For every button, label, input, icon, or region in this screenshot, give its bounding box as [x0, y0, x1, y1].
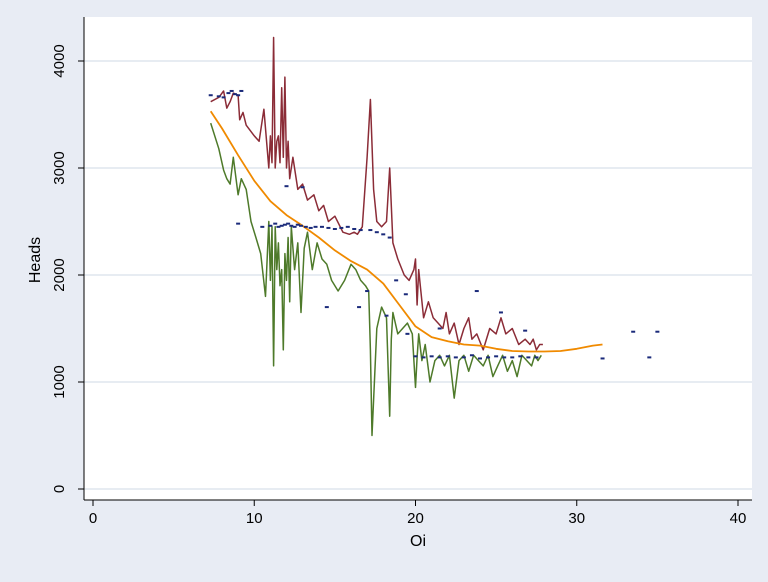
data-point	[308, 226, 313, 229]
data-point	[518, 355, 523, 358]
data-point	[352, 227, 357, 230]
data-point	[324, 306, 329, 309]
data-point	[221, 96, 226, 99]
data-point	[631, 330, 636, 333]
data-point	[268, 224, 273, 227]
data-point	[300, 186, 305, 189]
data-point	[365, 290, 370, 293]
data-point	[339, 226, 344, 229]
points-layer	[208, 89, 660, 360]
data-point	[469, 354, 474, 357]
data-point	[239, 89, 244, 92]
y-tick-label: 3000	[51, 151, 68, 184]
data-point	[236, 222, 241, 225]
series-layer	[209, 36, 603, 437]
data-point	[368, 229, 373, 232]
y-tick-label: 2000	[51, 258, 68, 291]
axes: 0 1000 2000 3000 4000 0 10 20 30 40	[51, 17, 752, 527]
data-point	[429, 355, 434, 358]
data-point	[413, 355, 418, 358]
series-line-fit	[209, 110, 603, 353]
data-point	[405, 332, 410, 335]
data-point	[345, 225, 350, 228]
y-axis-label: Heads	[27, 237, 44, 283]
data-point	[600, 357, 605, 360]
data-point	[260, 225, 265, 228]
data-point	[229, 89, 234, 92]
x-axis-label: Oi	[410, 533, 426, 550]
data-point	[286, 222, 291, 225]
data-point	[208, 94, 213, 97]
data-point	[232, 93, 237, 96]
x-tick-label: 20	[407, 510, 424, 527]
x-tick-label: 10	[246, 510, 263, 527]
data-point	[502, 356, 507, 359]
data-point	[655, 330, 660, 333]
x-tick-label: 0	[89, 510, 97, 527]
data-point	[534, 356, 539, 359]
data-point	[474, 290, 479, 293]
data-point	[326, 226, 331, 229]
data-point	[332, 227, 337, 230]
series-line-lower	[209, 122, 542, 437]
data-point	[226, 92, 231, 95]
data-point	[358, 229, 363, 232]
data-point	[319, 225, 324, 228]
series-line-upper	[210, 36, 543, 351]
data-point	[510, 356, 515, 359]
y-tick-label: 1000	[51, 365, 68, 398]
data-point	[273, 222, 278, 225]
data-point	[279, 224, 284, 227]
data-point	[478, 357, 482, 360]
y-tick-label: 0	[51, 485, 68, 493]
data-point	[498, 311, 503, 314]
data-point	[289, 224, 294, 227]
data-point	[303, 225, 308, 228]
data-point	[282, 223, 287, 226]
data-point	[384, 314, 389, 317]
data-point	[494, 355, 499, 358]
data-point	[276, 225, 281, 228]
plot-area	[84, 17, 752, 500]
data-point	[445, 355, 450, 358]
data-point	[394, 279, 399, 282]
data-point	[295, 223, 300, 226]
data-point	[437, 356, 442, 359]
data-point	[437, 327, 442, 330]
data-point	[387, 236, 392, 239]
data-point	[292, 225, 297, 228]
data-point	[357, 306, 362, 309]
data-point	[453, 356, 458, 359]
data-point	[216, 95, 221, 98]
data-point	[313, 225, 318, 228]
data-point	[523, 329, 528, 332]
data-point	[421, 356, 426, 359]
data-point	[403, 293, 408, 296]
y-tick-label: 4000	[51, 44, 68, 77]
x-tick-label: 40	[730, 510, 747, 527]
x-tick-label: 30	[568, 510, 585, 527]
data-point	[486, 356, 491, 359]
data-point	[299, 224, 304, 227]
data-point	[284, 185, 289, 188]
data-point	[374, 231, 379, 234]
data-point	[461, 356, 466, 359]
data-point	[236, 94, 241, 97]
data-point	[381, 233, 386, 236]
data-point	[647, 356, 652, 359]
data-point	[526, 356, 531, 359]
